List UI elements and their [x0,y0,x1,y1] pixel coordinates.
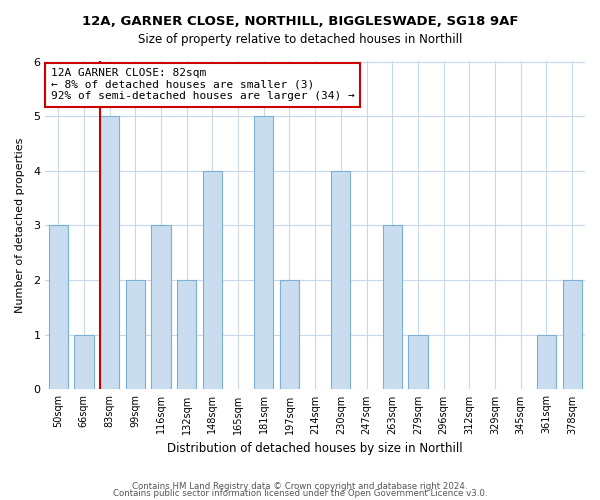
Bar [100,116,119,390]
Bar [125,280,145,390]
Bar [151,226,170,390]
Bar [537,335,556,390]
X-axis label: Distribution of detached houses by size in Northill: Distribution of detached houses by size … [167,442,463,455]
Bar [177,280,196,390]
Text: Size of property relative to detached houses in Northill: Size of property relative to detached ho… [138,32,462,46]
Text: 12A GARNER CLOSE: 82sqm
← 8% of detached houses are smaller (3)
92% of semi-deta: 12A GARNER CLOSE: 82sqm ← 8% of detached… [51,68,355,102]
Bar [49,226,68,390]
Bar [383,226,402,390]
Bar [409,335,428,390]
Bar [331,171,350,390]
Text: Contains public sector information licensed under the Open Government Licence v3: Contains public sector information licen… [113,489,487,498]
Y-axis label: Number of detached properties: Number of detached properties [15,138,25,313]
Bar [74,335,94,390]
Text: 12A, GARNER CLOSE, NORTHILL, BIGGLESWADE, SG18 9AF: 12A, GARNER CLOSE, NORTHILL, BIGGLESWADE… [82,15,518,28]
Bar [203,171,222,390]
Bar [563,280,582,390]
Bar [254,116,274,390]
Bar [280,280,299,390]
Text: Contains HM Land Registry data © Crown copyright and database right 2024.: Contains HM Land Registry data © Crown c… [132,482,468,491]
